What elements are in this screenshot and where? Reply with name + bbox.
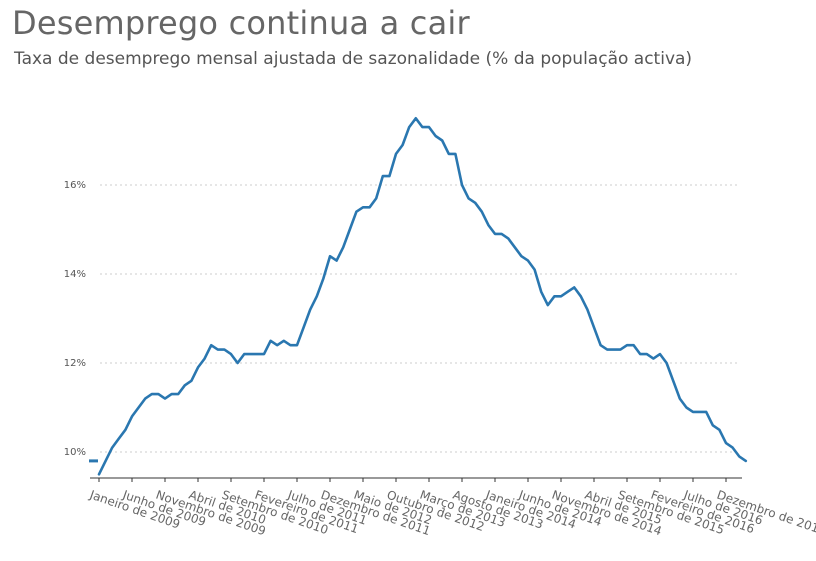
y-tick-label: 10% xyxy=(64,447,86,458)
y-tick-label: 12% xyxy=(64,358,86,369)
y-tick-label: 16% xyxy=(64,180,86,191)
series-line xyxy=(97,117,748,476)
chart-title: Desemprego continua a cair xyxy=(12,4,470,42)
y-tick-label: 14% xyxy=(64,269,86,280)
chart-subtitle: Taxa de desemprego mensal ajustada de sa… xyxy=(14,49,693,69)
